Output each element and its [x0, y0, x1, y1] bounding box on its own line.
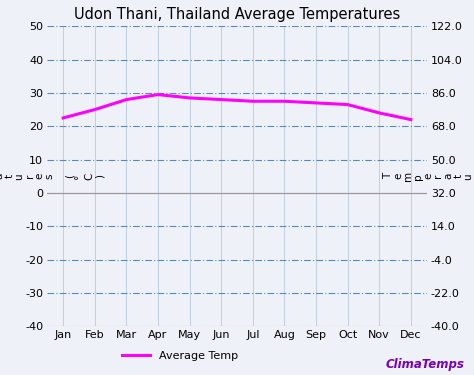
Legend: Average Temp: Average Temp [118, 347, 243, 366]
Y-axis label: T
e
m
p
e
r
a
t
u
r
e
s

(
°
F
): T e m p e r a t u r e s ( ° F ) [383, 171, 474, 182]
Title: Udon Thani, Thailand Average Temperatures: Udon Thani, Thailand Average Temperature… [74, 7, 400, 22]
Text: ClimaTemps: ClimaTemps [386, 358, 465, 371]
Y-axis label: T
e
m
p
e
r
a
t
u
r
e
s

(
°
C
): T e m p e r a t u r e s ( ° C ) [0, 171, 105, 182]
